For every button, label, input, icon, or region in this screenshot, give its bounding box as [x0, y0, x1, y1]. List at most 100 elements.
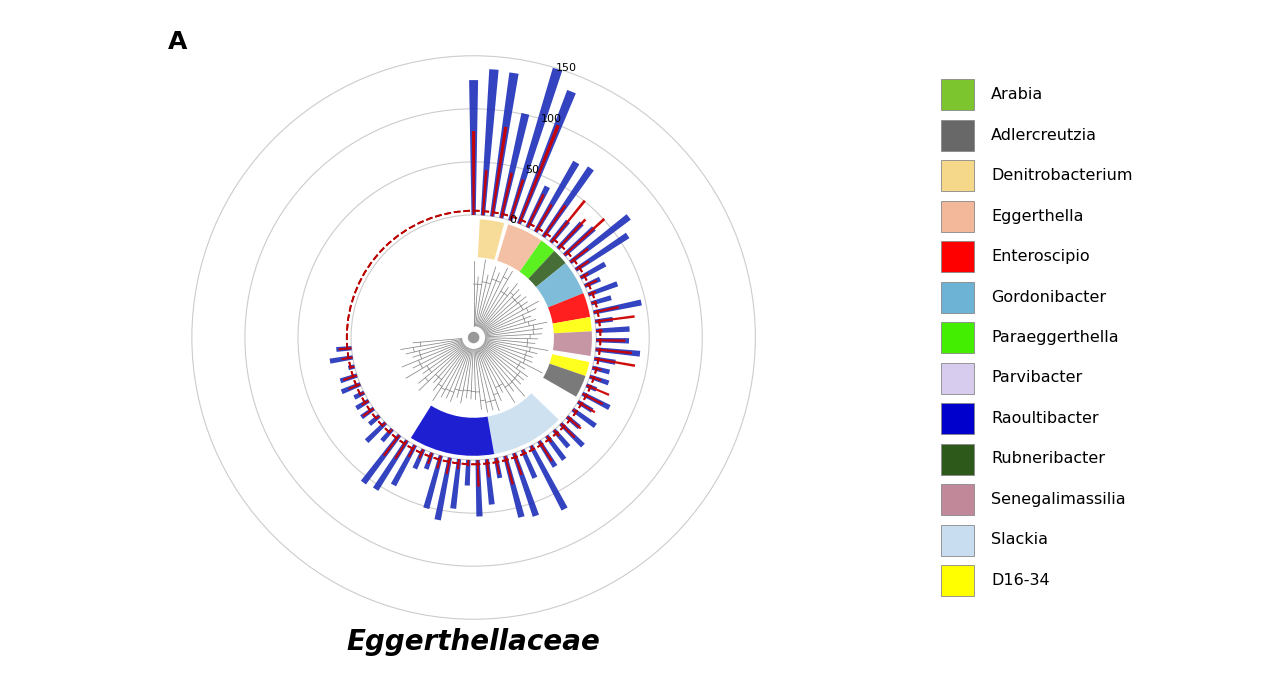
Wedge shape [586, 383, 598, 392]
Wedge shape [483, 170, 488, 215]
Wedge shape [457, 459, 460, 469]
Text: Senegalimassilia: Senegalimassilia [991, 492, 1125, 507]
Wedge shape [513, 453, 522, 475]
FancyBboxPatch shape [941, 79, 974, 111]
FancyBboxPatch shape [941, 524, 974, 556]
Wedge shape [361, 400, 369, 406]
Text: Denitrobacterium: Denitrobacterium [991, 168, 1133, 183]
Wedge shape [539, 441, 553, 462]
Wedge shape [503, 456, 525, 518]
Wedge shape [383, 435, 401, 456]
FancyBboxPatch shape [941, 160, 974, 192]
Wedge shape [586, 384, 609, 396]
FancyBboxPatch shape [941, 362, 974, 394]
Wedge shape [526, 186, 550, 228]
Wedge shape [595, 317, 613, 324]
Wedge shape [590, 295, 612, 306]
Wedge shape [567, 416, 581, 429]
Wedge shape [339, 373, 357, 383]
Wedge shape [529, 251, 566, 287]
Wedge shape [570, 214, 631, 264]
Text: 50: 50 [525, 165, 539, 175]
Wedge shape [497, 224, 541, 272]
Wedge shape [557, 219, 586, 249]
Wedge shape [526, 194, 545, 228]
Wedge shape [594, 306, 620, 313]
Wedge shape [340, 382, 361, 394]
Wedge shape [549, 354, 589, 376]
Wedge shape [566, 415, 581, 429]
Text: 0: 0 [509, 215, 516, 225]
Wedge shape [577, 400, 594, 412]
Wedge shape [520, 240, 554, 279]
Wedge shape [541, 167, 594, 238]
Wedge shape [367, 414, 380, 426]
Wedge shape [512, 452, 539, 517]
Wedge shape [348, 364, 355, 370]
Wedge shape [529, 445, 567, 510]
Wedge shape [499, 113, 529, 219]
Wedge shape [563, 226, 595, 256]
FancyBboxPatch shape [941, 119, 974, 151]
Wedge shape [477, 219, 504, 260]
Wedge shape [353, 391, 365, 400]
Wedge shape [465, 460, 471, 485]
Wedge shape [521, 449, 538, 479]
Wedge shape [467, 460, 470, 466]
Wedge shape [575, 261, 589, 271]
Wedge shape [553, 331, 591, 356]
Wedge shape [372, 439, 408, 491]
Wedge shape [343, 375, 357, 381]
Wedge shape [509, 179, 525, 221]
Wedge shape [596, 339, 625, 342]
Text: Enteroscipio: Enteroscipio [991, 249, 1089, 264]
Wedge shape [481, 69, 499, 215]
Wedge shape [580, 262, 607, 279]
Wedge shape [365, 421, 387, 443]
Text: Gordonibacter: Gordonibacter [991, 290, 1106, 304]
Wedge shape [468, 80, 479, 215]
Wedge shape [595, 348, 632, 354]
Wedge shape [500, 173, 513, 218]
Wedge shape [451, 459, 461, 509]
FancyBboxPatch shape [941, 200, 974, 232]
Wedge shape [535, 204, 553, 232]
Wedge shape [490, 72, 518, 217]
Wedge shape [557, 221, 584, 250]
Wedge shape [580, 273, 589, 279]
Wedge shape [543, 364, 585, 397]
Wedge shape [530, 446, 534, 450]
Wedge shape [475, 460, 483, 516]
Wedge shape [596, 329, 603, 332]
Wedge shape [375, 415, 380, 419]
Wedge shape [388, 429, 393, 434]
Wedge shape [534, 161, 580, 233]
Wedge shape [584, 277, 602, 288]
Text: Paraeggerthella: Paraeggerthella [991, 330, 1119, 345]
Wedge shape [348, 383, 361, 390]
Wedge shape [553, 317, 591, 333]
FancyBboxPatch shape [941, 241, 974, 273]
Wedge shape [494, 458, 502, 479]
Wedge shape [424, 455, 443, 509]
Circle shape [394, 258, 553, 417]
Wedge shape [362, 408, 374, 417]
Wedge shape [593, 367, 602, 371]
Wedge shape [590, 376, 602, 381]
Circle shape [468, 332, 479, 343]
Wedge shape [543, 205, 567, 238]
Text: Eggerthella: Eggerthella [991, 209, 1083, 223]
Wedge shape [412, 448, 425, 470]
FancyBboxPatch shape [941, 565, 974, 597]
Wedge shape [329, 355, 353, 364]
Wedge shape [349, 366, 355, 369]
Wedge shape [419, 449, 424, 459]
Wedge shape [572, 409, 577, 413]
FancyBboxPatch shape [941, 403, 974, 435]
FancyBboxPatch shape [941, 443, 974, 475]
Wedge shape [550, 200, 586, 243]
Text: Adlercreutzia: Adlercreutzia [991, 128, 1097, 142]
Wedge shape [342, 356, 353, 360]
Text: A: A [168, 30, 187, 54]
Wedge shape [559, 422, 585, 448]
